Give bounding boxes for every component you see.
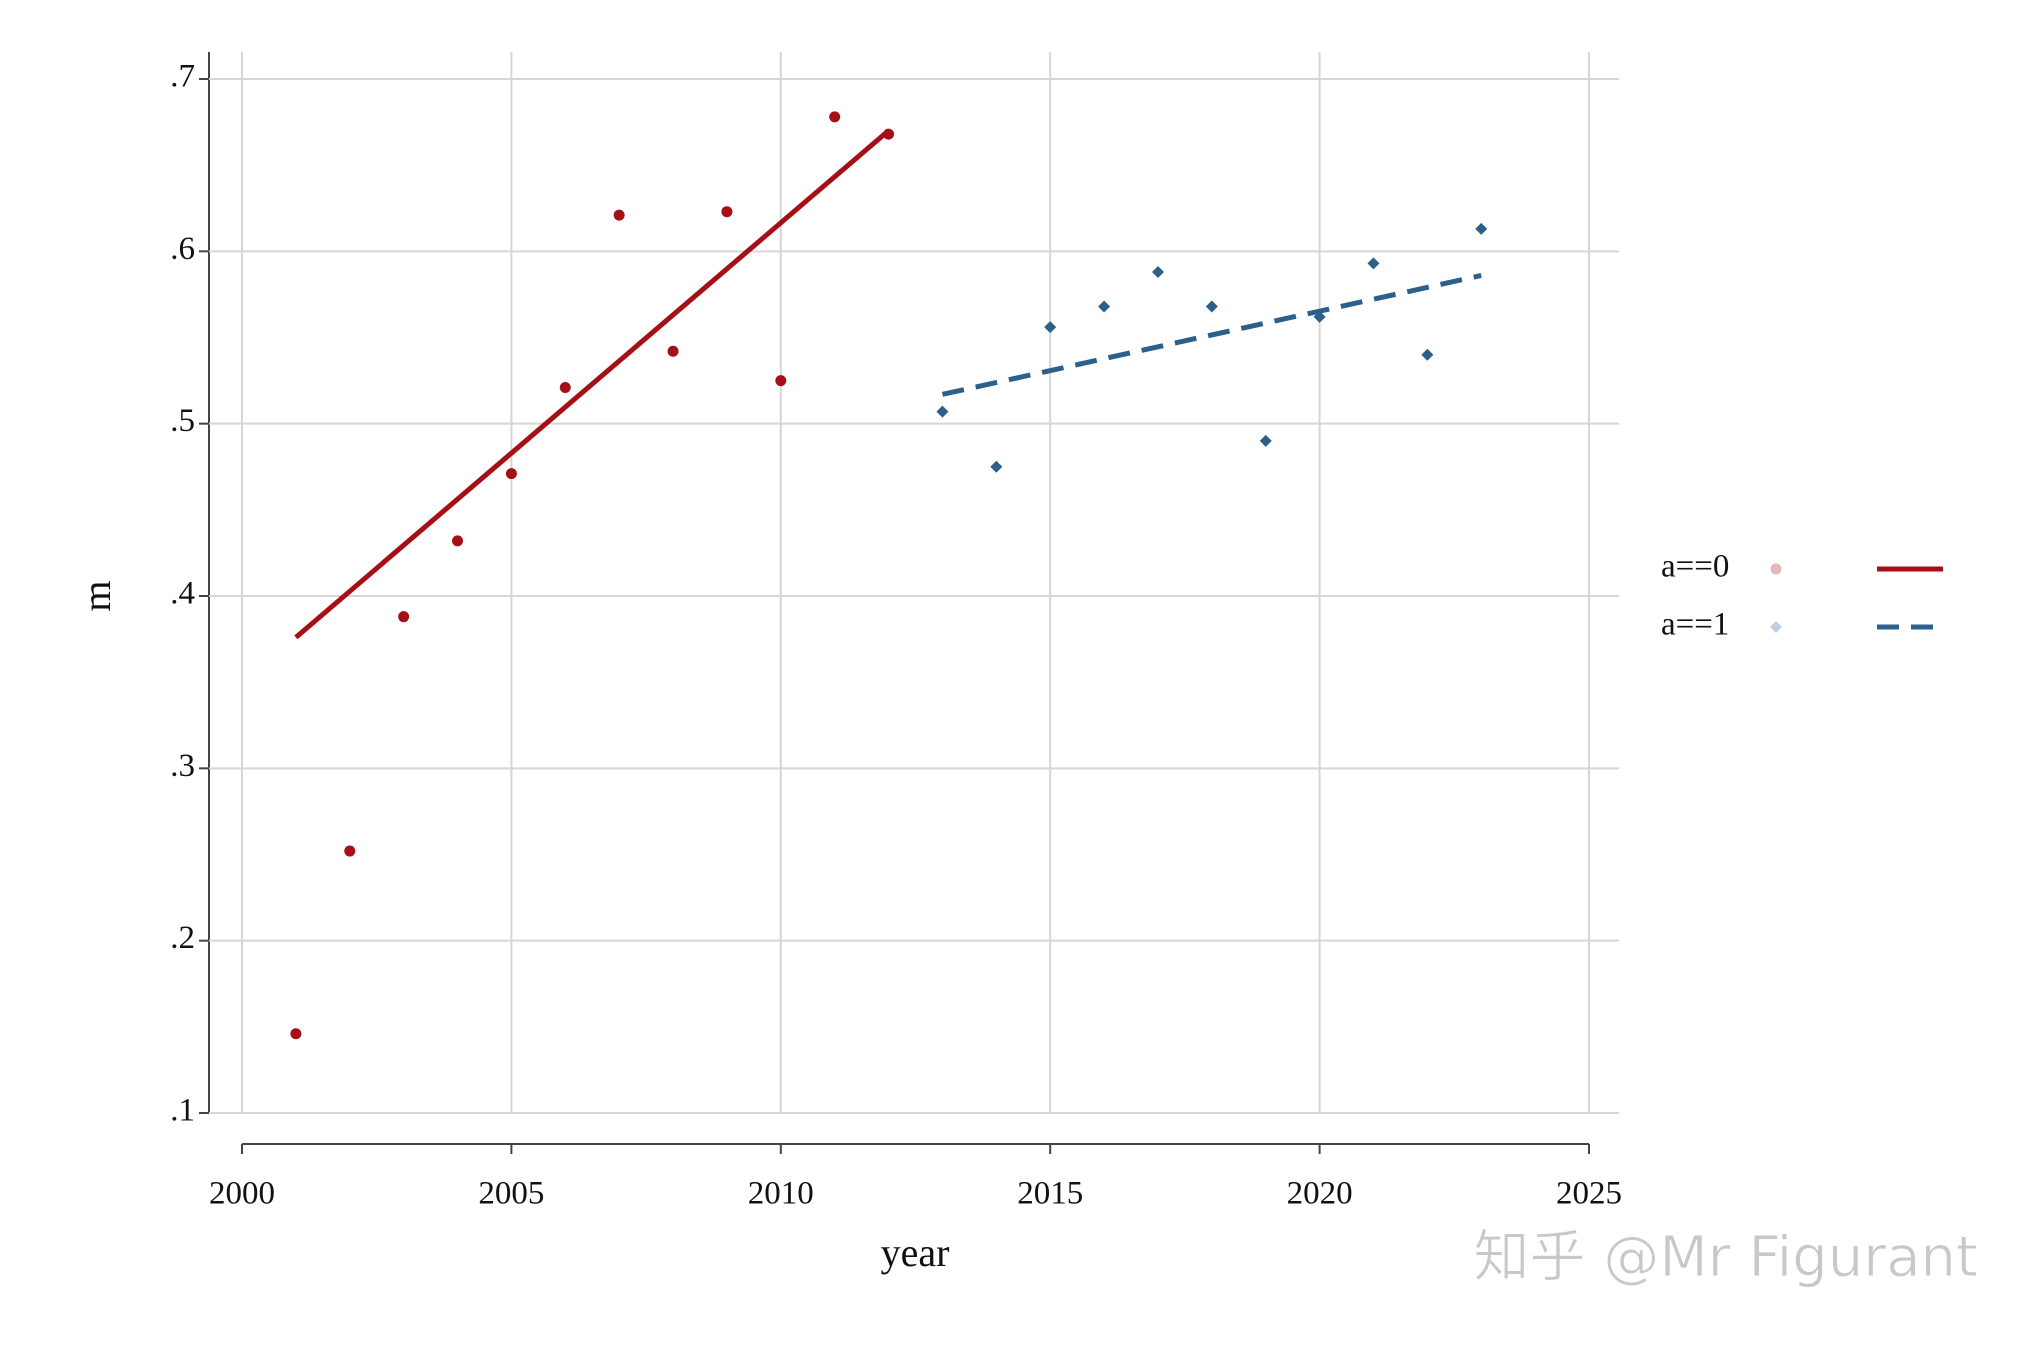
point <box>1205 300 1218 313</box>
x-tick-label: 2005 <box>478 1176 544 1212</box>
x-tick-label: 2000 <box>209 1176 275 1212</box>
point <box>1313 310 1326 323</box>
point <box>1421 348 1434 361</box>
legend-marker <box>1770 621 1782 633</box>
point <box>1475 222 1488 235</box>
y-tick-label: .4 <box>170 576 195 612</box>
y-tick-label: .3 <box>170 748 195 784</box>
fit-line <box>941 273 1482 397</box>
point <box>936 405 949 418</box>
y-tick-label: .7 <box>170 59 195 95</box>
point <box>344 845 356 857</box>
point <box>1151 266 1164 279</box>
y-tick-label: .5 <box>170 403 195 439</box>
point <box>721 206 733 218</box>
point <box>667 345 679 357</box>
point <box>1259 434 1272 447</box>
legend-label: a==0 <box>1661 549 1729 585</box>
point <box>290 1028 302 1040</box>
point <box>829 111 841 123</box>
point <box>1098 300 1111 313</box>
x-tick-label: 2010 <box>748 1176 814 1212</box>
point <box>398 611 410 623</box>
y-tick-label: .1 <box>170 1093 195 1129</box>
point <box>505 468 517 480</box>
x-tick-label: 2020 <box>1287 1176 1353 1212</box>
y-tick-label: .2 <box>170 920 195 956</box>
point <box>1044 321 1057 334</box>
y-axis-title: m <box>74 580 119 611</box>
x-tick-label: 2015 <box>1017 1176 1083 1212</box>
point <box>883 128 895 140</box>
fit-line <box>294 128 891 640</box>
watermark: 知乎 @Mr Figurant <box>1474 1225 1978 1290</box>
y-tick-label: .6 <box>170 231 195 267</box>
legend-label: a==1 <box>1661 607 1729 643</box>
point <box>452 535 464 547</box>
x-tick-label: 2025 <box>1556 1176 1622 1212</box>
point <box>559 381 571 393</box>
point <box>990 460 1003 473</box>
point <box>775 375 787 387</box>
point <box>613 209 625 221</box>
legend-marker <box>1770 563 1782 575</box>
x-axis-title: year <box>881 1230 950 1275</box>
point <box>1367 257 1380 270</box>
